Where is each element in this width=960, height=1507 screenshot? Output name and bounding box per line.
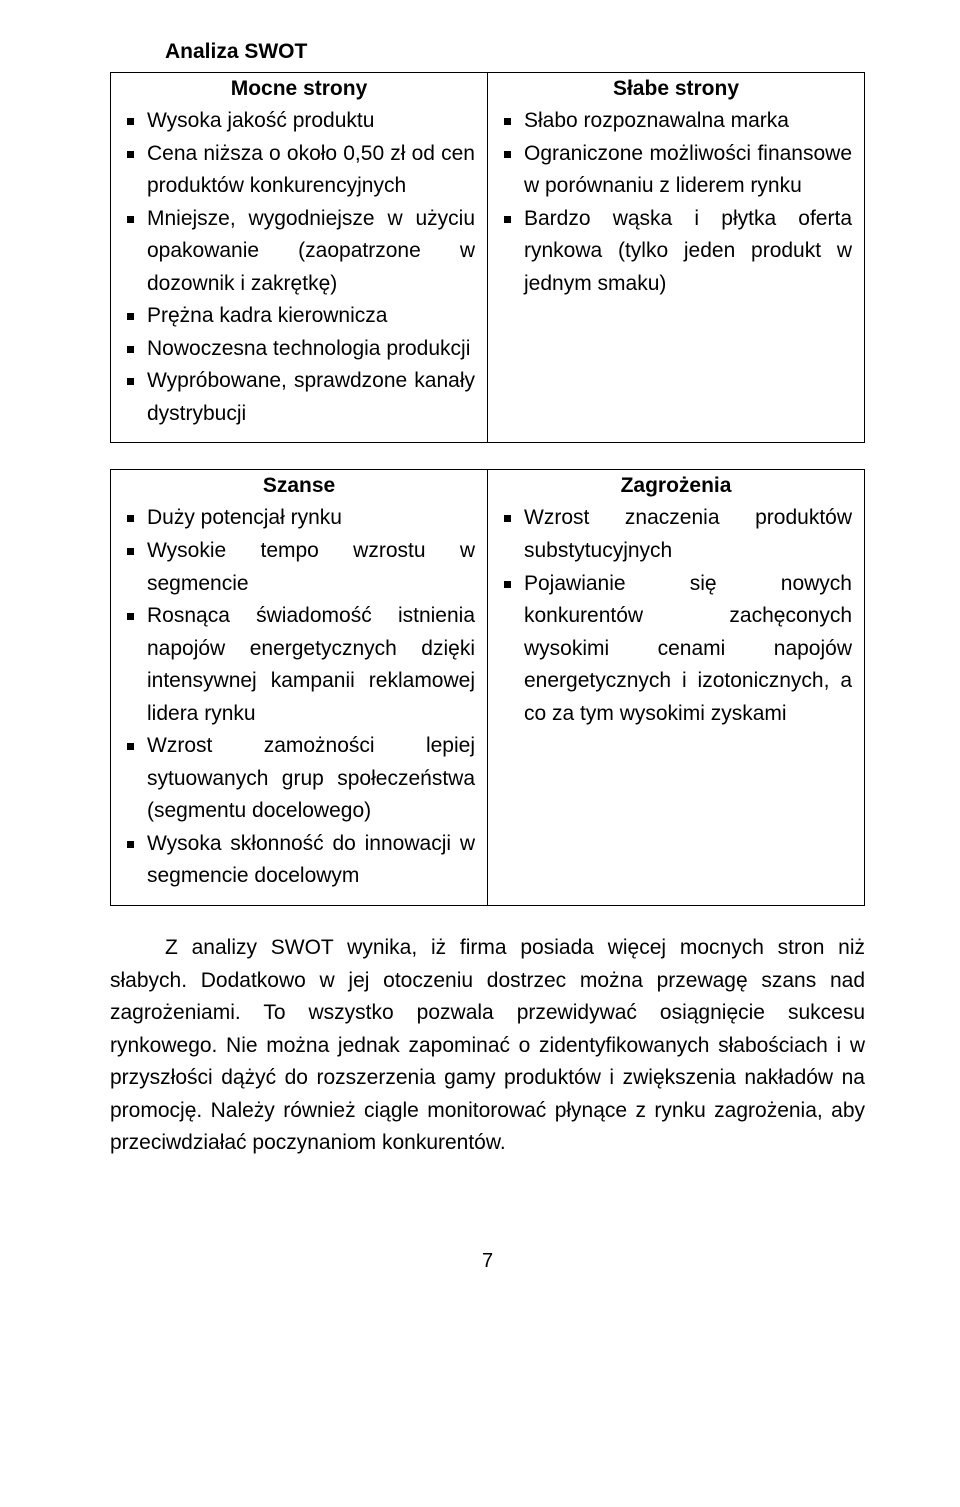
opportunities-list: Duży potencjał rynku Wysokie tempo wzros… <box>123 502 475 893</box>
weaknesses-header: Słabe strony <box>500 77 852 101</box>
threats-header: Zagrożenia <box>500 474 852 498</box>
document-title: Analiza SWOT <box>165 40 865 64</box>
summary-paragraph: Z analizy SWOT wynika, iż firma posiada … <box>110 932 865 1160</box>
list-item: Mniejsze, wygodniejsze w użyciu opakowan… <box>123 203 475 301</box>
list-item: Ograniczone możliwości finansowe w porów… <box>500 138 852 203</box>
opportunities-header: Szanse <box>123 474 475 498</box>
threats-cell: Zagrożenia Wzrost znaczenia produktów su… <box>488 470 865 906</box>
page-container: Analiza SWOT Mocne strony Wysoka jakość … <box>0 0 960 1313</box>
list-item: Wysoka jakość produktu <box>123 105 475 138</box>
weaknesses-cell: Słabe strony Słabo rozpoznawalna marka O… <box>488 73 865 443</box>
list-item: Duży potencjał rynku <box>123 502 475 535</box>
list-item: Cena niższa o około 0,50 zł od cen produ… <box>123 138 475 203</box>
list-item: Rosnąca świadomość istnienia napojów ene… <box>123 600 475 730</box>
page-number: 7 <box>110 1250 865 1273</box>
list-item: Wypróbowane, sprawdzone kanały dystrybuc… <box>123 365 475 430</box>
list-item: Wzrost znaczenia produktów substytucyjny… <box>500 502 852 567</box>
list-item: Wysoka skłonność do innowacji w segmenci… <box>123 828 475 893</box>
list-item: Słabo rozpoznawalna marka <box>500 105 852 138</box>
list-item: Pojawianie się nowych konkurentów zachęc… <box>500 568 852 731</box>
swot-table-opportunities-threats: Szanse Duży potencjał rynku Wysokie temp… <box>110 469 865 906</box>
list-item: Prężna kadra kierownicza <box>123 300 475 333</box>
list-item: Wysokie tempo wzrostu w segmencie <box>123 535 475 600</box>
opportunities-cell: Szanse Duży potencjał rynku Wysokie temp… <box>111 470 488 906</box>
strengths-header: Mocne strony <box>123 77 475 101</box>
swot-table-strengths-weaknesses: Mocne strony Wysoka jakość produktu Cena… <box>110 72 865 443</box>
list-item: Nowoczesna technologia produkcji <box>123 333 475 366</box>
weaknesses-list: Słabo rozpoznawalna marka Ograniczone mo… <box>500 105 852 300</box>
strengths-list: Wysoka jakość produktu Cena niższa o oko… <box>123 105 475 430</box>
strengths-cell: Mocne strony Wysoka jakość produktu Cena… <box>111 73 488 443</box>
list-item: Bardzo wąska i płytka oferta rynkowa (ty… <box>500 203 852 301</box>
list-item: Wzrost zamożności lepiej sytuowanych gru… <box>123 730 475 828</box>
threats-list: Wzrost znaczenia produktów substytucyjny… <box>500 502 852 730</box>
